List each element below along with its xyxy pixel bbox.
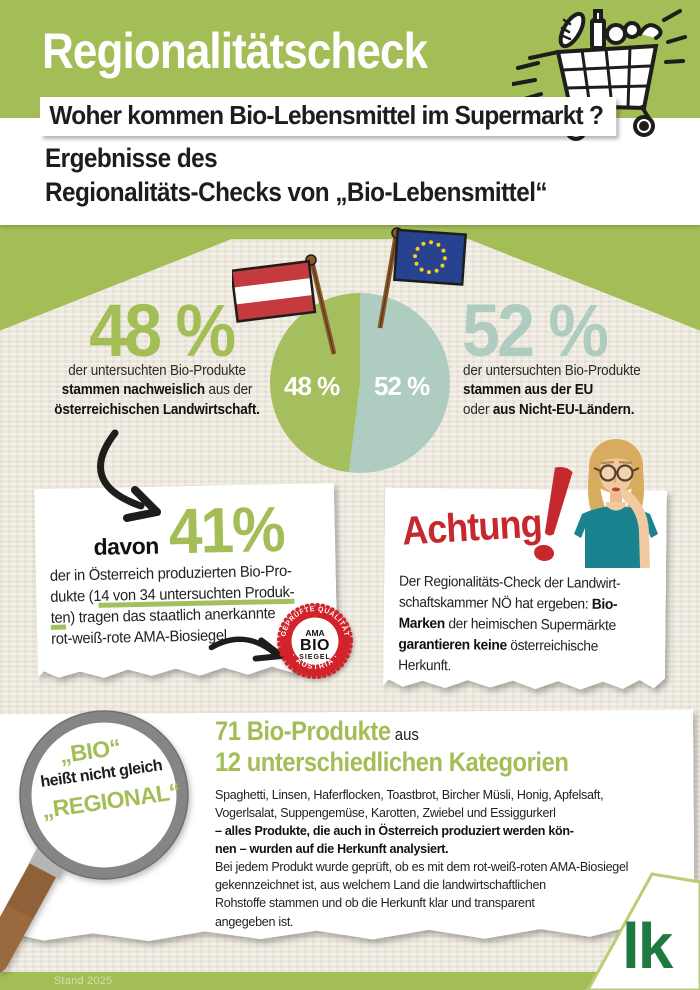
magnifier-icon	[0, 710, 189, 973]
stat-48-description: der untersuchten Bio-Produkte stammen nac…	[54, 363, 260, 418]
exclamation-icon	[534, 466, 573, 561]
question-bar: Woher kommen Bio-Lebensmittel im Superma…	[40, 97, 617, 136]
value-41: 41%	[167, 492, 284, 568]
bottom-text-block: 71 Bio-Produkte aus 12 unterschiedlichen…	[215, 716, 685, 931]
lk-logo: lk	[586, 872, 700, 990]
svg-text:BIO: BIO	[300, 637, 330, 654]
curved-arrow-down-icon	[97, 429, 161, 522]
ama-bio-siegel-badge: GEPRÜFTE QUALITÄT · AUSTRIA · AMA BIO SI…	[277, 603, 353, 679]
stat-52-value: 52 %	[462, 289, 609, 372]
achtung-text: Der Regionalitäts-Check der Landwirt-sch…	[398, 573, 621, 675]
svg-text:SIEGEL: SIEGEL	[299, 654, 331, 661]
bottom-headline-suffix: aus	[390, 725, 419, 744]
pie-label-austria: 48 %	[284, 371, 340, 401]
austria-flag-icon	[232, 254, 337, 355]
footer-bar	[0, 972, 700, 990]
results-heading-line1: Ergebnisse des	[45, 143, 218, 173]
bottom-headline-2: 12 unterschiedlichen Kategorien	[215, 747, 569, 777]
results-heading: Ergebnisse des Regionalitäts-Checks von …	[45, 142, 548, 210]
question-text: Woher kommen Bio-Lebensmittel im Superma…	[49, 100, 604, 130]
thinking-woman-illustration	[574, 439, 658, 568]
pie-label-eu: 52 %	[374, 371, 430, 401]
stat-48-value: 48 %	[89, 289, 236, 372]
eu-flag-icon	[377, 227, 467, 329]
achtung-title: Achtung	[400, 501, 543, 554]
bottom-headline-green: 71 Bio-Produkte	[215, 716, 391, 746]
page-title: Regionalitätscheck	[42, 23, 428, 79]
svg-text:AMA: AMA	[305, 628, 324, 638]
bottom-body-text: Spaghetti, Linsen, Haferflocken, Toastbr…	[215, 787, 629, 929]
pie-chart: 48 % 52 %	[270, 293, 450, 473]
stat-52-description: der untersuchten Bio-Produkte stammen aus…	[463, 363, 641, 418]
bottom-headline-1: 71 Bio-Produkte aus	[215, 716, 629, 747]
davon-row: davon 41%	[34, 491, 335, 571]
davon-label: davon	[93, 532, 160, 560]
stand-label: Stand 2025	[54, 975, 113, 987]
results-heading-line2: Regionalitäts-Checks von „Bio-Lebensmitt…	[45, 176, 548, 207]
shopping-cart-icon	[512, 9, 687, 141]
svg-text:lk: lk	[622, 910, 674, 982]
